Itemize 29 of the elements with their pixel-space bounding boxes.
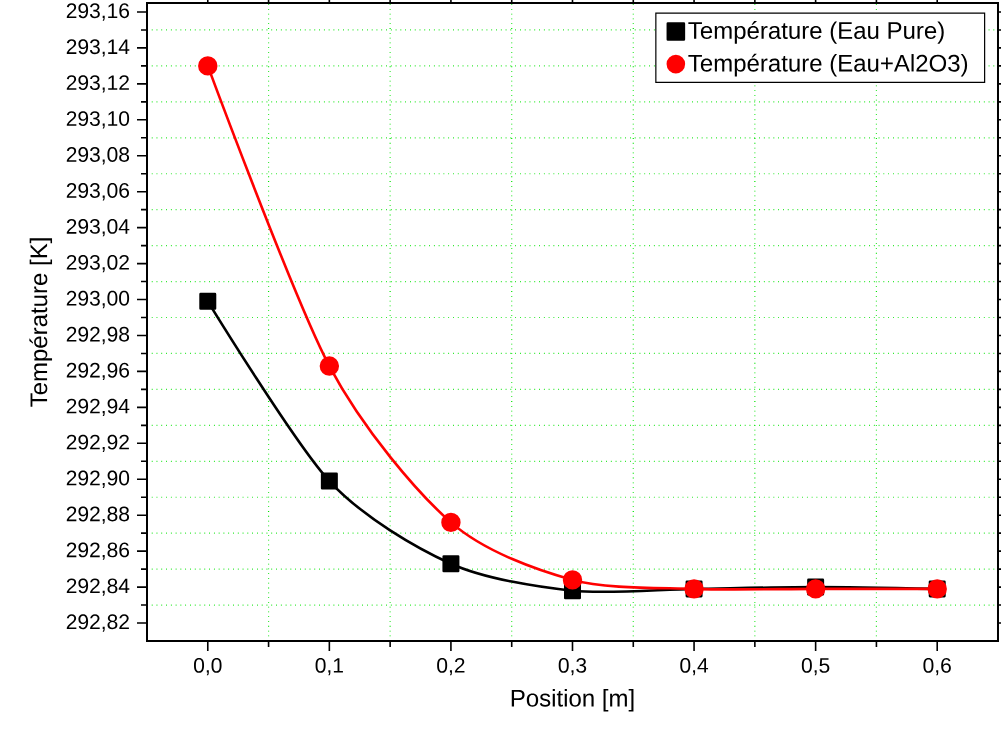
x-tick-label: 0,1 <box>315 657 343 676</box>
y-tick-label: 293,06 <box>66 183 130 201</box>
y-tick-label: 292,98 <box>66 326 130 345</box>
y-tick-label: 293,04 <box>66 218 130 237</box>
y-tick-label: 292,82 <box>66 614 129 632</box>
y-tick-label: 292,84 <box>66 578 130 596</box>
y-tick-label: 293,14 <box>66 39 130 57</box>
x-tick-label: 0,6 <box>923 657 951 676</box>
legend-label: Température (Eau Pure) <box>688 21 944 44</box>
y-tick-label: 293,02 <box>66 254 129 273</box>
x-tick-label: 0,2 <box>437 657 465 676</box>
y-tick-label: 292,92 <box>66 434 129 452</box>
y-tick-label: 292,90 <box>66 470 130 488</box>
y-tick-label: 293,10 <box>66 111 130 129</box>
y-tick-label: 293,08 <box>66 147 130 165</box>
x-axis-title: Position [m] <box>511 689 634 712</box>
x-tick-label: 0,5 <box>801 657 830 676</box>
y-tick-label: 292,94 <box>66 398 130 417</box>
y-tick-label: 292,86 <box>66 542 130 560</box>
y-tick-label: 293,00 <box>66 290 130 309</box>
y-tick-label: 292,88 <box>66 506 130 524</box>
x-tick-label: 0,4 <box>680 657 709 676</box>
y-tick-label: 293,16 <box>66 3 130 21</box>
y-axis-title: Température [K] <box>29 238 53 407</box>
x-tick-label: 0,3 <box>558 657 587 676</box>
x-tick-label: 0,0 <box>194 657 222 676</box>
y-tick-label: 292,96 <box>66 362 130 381</box>
legend-label: Température (Eau+Al2O3) <box>688 53 968 77</box>
y-tick-label: 293,12 <box>66 75 129 93</box>
